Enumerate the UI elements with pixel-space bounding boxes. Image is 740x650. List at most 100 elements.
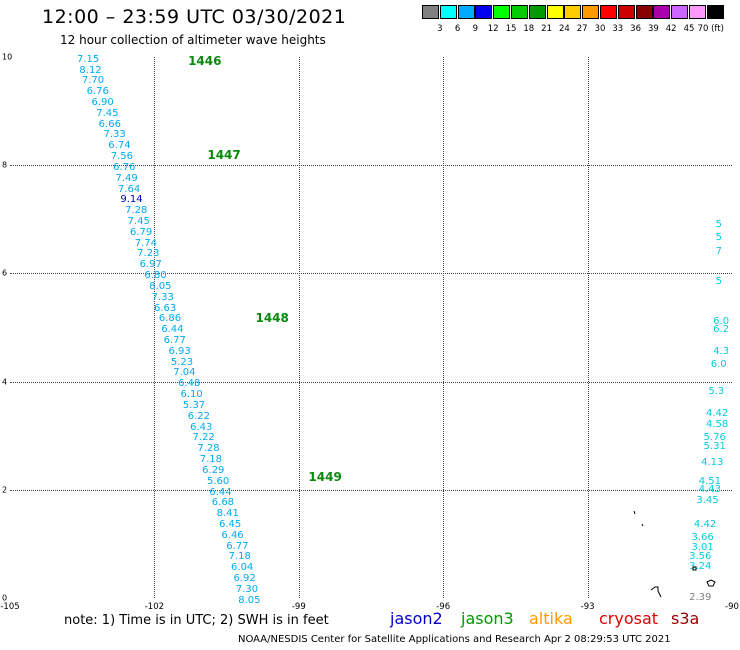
wave-height-value: 6.22 xyxy=(187,410,210,422)
wave-height-value: 5.3 xyxy=(708,386,725,398)
wave-height-value: 4.42 xyxy=(693,518,717,530)
colorbar-label: 70 (ft) xyxy=(697,24,724,34)
wave-height-value: 7.18 xyxy=(228,551,251,563)
wave-height-value: 6.79 xyxy=(129,226,153,238)
orbit-number-label: 1447 xyxy=(207,148,241,163)
grid-line-vertical xyxy=(154,57,156,598)
wave-height-value: 6.43 xyxy=(190,421,213,433)
wave-height-value: 5 xyxy=(715,232,722,244)
colorbar-label: 33 xyxy=(612,24,624,34)
wave-height-value: 6.76 xyxy=(113,161,136,173)
colorbar-swatch xyxy=(653,5,671,19)
island-coastline xyxy=(650,586,662,598)
wave-height-value: 5 xyxy=(715,275,722,287)
colorbar-swatch xyxy=(564,5,582,19)
wave-height-value: 7.18 xyxy=(199,454,223,466)
grid-line-vertical xyxy=(443,57,445,598)
colorbar-swatch xyxy=(582,5,600,19)
map-title: 12:00 – 23:59 UTC 03/30/2021 xyxy=(42,6,347,28)
x-tick-label: -96 xyxy=(436,602,451,612)
colorbar-swatch xyxy=(475,5,493,19)
legend-cryosat: cryosat xyxy=(599,609,659,628)
wave-height-value: 5.60 xyxy=(206,475,230,487)
colorbar-swatch xyxy=(422,5,439,19)
colorbar-label: 12 xyxy=(487,24,499,34)
orbit-number-label: 1448 xyxy=(255,310,289,325)
wave-height-value: 6.86 xyxy=(158,313,182,325)
wave-height-value: 5 xyxy=(715,218,722,230)
orbit-number-label: 1446 xyxy=(188,53,222,68)
wave-height-value: 3.24 xyxy=(689,560,712,572)
map-subtitle: 12 hour collection of altimeter wave hei… xyxy=(60,33,326,47)
wave-height-value: 3.45 xyxy=(696,494,719,506)
wave-height-value: 5.37 xyxy=(182,399,206,411)
wave-height-value: 8.05 xyxy=(149,280,172,292)
wave-height-value: 6.77 xyxy=(226,540,249,552)
wave-height-value: 5.76 xyxy=(703,432,726,444)
wave-height-value: 6.44 xyxy=(161,324,184,336)
legend-jason2: jason2 xyxy=(390,609,443,628)
colorbar-label: 39 xyxy=(647,24,659,34)
wave-height-value: 7.33 xyxy=(103,129,126,141)
wave-height-value: 7.30 xyxy=(235,583,259,595)
wave-height-value: 3.01 xyxy=(691,542,714,554)
wave-height-value: 4.51 xyxy=(698,475,721,487)
y-tick-label: 0 xyxy=(2,593,8,603)
wave-height-value: 8.41 xyxy=(216,508,239,520)
colorbar-label: 45 xyxy=(683,24,695,34)
grid-line-horizontal xyxy=(10,273,732,275)
colorbar-label: 27 xyxy=(576,24,588,34)
x-tick-label: -102 xyxy=(144,602,165,612)
colorbar-label: 24 xyxy=(558,24,570,34)
wave-height-value: 7.04 xyxy=(173,367,196,379)
wave-height-value: 3.56 xyxy=(689,551,712,563)
wave-height-value: 6.45 xyxy=(219,518,242,530)
grid-line-vertical xyxy=(298,57,300,598)
grid-line-horizontal xyxy=(10,381,732,383)
wave-height-value: 6.97 xyxy=(139,259,162,271)
colorbar-swatch xyxy=(689,5,706,19)
wave-height-value: 7.23 xyxy=(137,248,160,260)
wave-height-value: 4.43 xyxy=(698,483,721,495)
wave-height-value: 6.76 xyxy=(86,86,109,98)
island-coastline xyxy=(692,566,697,571)
y-tick-label: 10 xyxy=(2,52,13,62)
wave-height-value: 7.15 xyxy=(77,53,100,65)
x-tick-label: -93 xyxy=(580,602,595,612)
wave-height-value: 6.77 xyxy=(163,335,186,347)
wave-height-value: 6.44 xyxy=(209,486,232,498)
wave-height-value: 6.63 xyxy=(154,302,177,314)
wave-height-value: 7 xyxy=(715,245,722,257)
colorbar-swatch xyxy=(528,5,546,19)
wave-height-value: 9.14 xyxy=(120,194,143,206)
wave-height-value: 8.12 xyxy=(79,64,102,76)
legend-jason3: jason3 xyxy=(461,609,514,628)
x-tick-label: -99 xyxy=(291,602,306,612)
y-tick-label: 6 xyxy=(2,268,8,278)
colorbar-label: 18 xyxy=(523,24,535,34)
credits-footer: NOAA/NESDIS Center for Satellite Applica… xyxy=(238,634,671,645)
colorbar-swatch xyxy=(671,5,689,19)
wave-height-value: 2.39 xyxy=(689,592,712,603)
colorbar-label: 30 xyxy=(594,24,606,34)
colorbar-label: 9 xyxy=(472,24,479,34)
colorbar-label: 21 xyxy=(541,24,553,34)
colorbar-swatch xyxy=(457,5,475,19)
wave-height-value: 3.66 xyxy=(691,532,714,544)
wave-height-value: 7.74 xyxy=(134,237,158,249)
colorbar-swatch xyxy=(635,5,653,19)
wave-height-value: 6.10 xyxy=(180,389,203,401)
colorbar-swatch xyxy=(706,5,724,19)
wave-height-value: 7.33 xyxy=(151,291,174,303)
colorbar-swatch xyxy=(493,5,511,19)
wave-height-value: 7.22 xyxy=(192,432,215,444)
wave-height-value: 6.90 xyxy=(91,96,114,108)
footnote: note: 1) Time is in UTC; 2) SWH is in fe… xyxy=(64,613,329,628)
wave-height-value: 4.58 xyxy=(705,418,729,430)
y-tick-label: 2 xyxy=(2,485,8,495)
wave-height-value: 4.13 xyxy=(701,456,724,468)
colorbar-swatch xyxy=(511,5,528,19)
wave-height-value: 5.31 xyxy=(703,440,726,452)
wave-height-value: 7.28 xyxy=(125,205,148,217)
wave-height-value: 6.46 xyxy=(221,529,244,541)
